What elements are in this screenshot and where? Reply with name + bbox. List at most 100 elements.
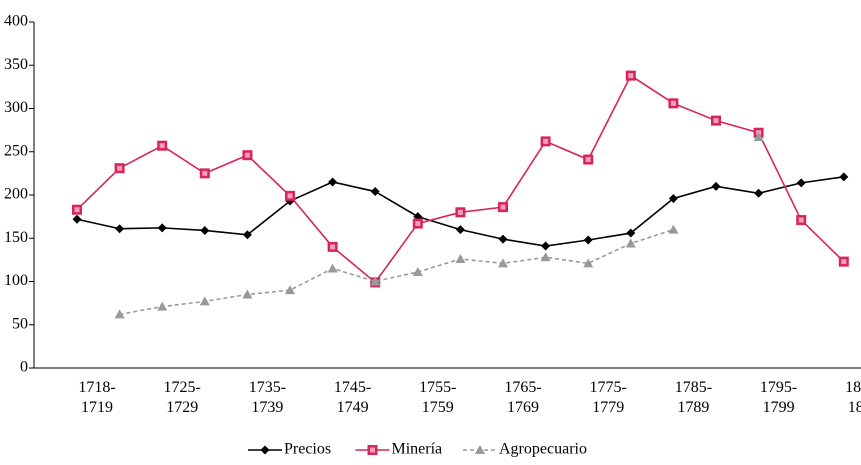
x-tick-label: 1735- 1739: [249, 379, 286, 416]
x-tick-label: 1725- 1729: [164, 379, 201, 416]
y-tick-label: 100: [4, 272, 28, 289]
x-tick-label-line: 1785-: [675, 379, 712, 396]
marker: [583, 258, 594, 268]
marker: [585, 157, 591, 163]
marker: [115, 224, 125, 234]
x-tick-label: 1775- 1779: [590, 379, 627, 416]
marker: [74, 207, 80, 213]
legend-item: Agropecuario: [463, 441, 587, 458]
marker: [415, 221, 421, 227]
marker: [370, 276, 381, 286]
y-tick-label: 350: [4, 56, 28, 73]
x-tick-label-line: 1718-: [78, 379, 115, 396]
marker: [628, 73, 634, 79]
series-line: [76, 74, 845, 284]
x-tick-label: 1755- 1759: [419, 379, 456, 416]
x-tick-label-line: 1769: [507, 399, 539, 416]
y-tick-label: 400: [4, 13, 28, 30]
marker: [370, 187, 380, 197]
y-tick-label: 150: [4, 229, 28, 246]
marker: [754, 188, 764, 198]
legend-label: Minería: [392, 441, 443, 458]
x-tick-label: 1765- 1769: [504, 379, 541, 416]
marker: [199, 296, 210, 306]
marker: [159, 143, 165, 149]
marker: [670, 100, 676, 106]
marker: [626, 228, 636, 238]
marker: [625, 238, 636, 248]
marker: [796, 178, 806, 188]
x-tick-label-line: 1779: [592, 399, 624, 416]
marker: [798, 217, 804, 223]
x-tick-label-line: 1719: [81, 399, 113, 416]
marker: [668, 224, 679, 234]
x-tick-label-line: 1809: [848, 399, 861, 416]
marker: [540, 252, 551, 262]
x-tick-label-line: 1749: [337, 399, 369, 416]
marker: [244, 152, 250, 158]
legend-label: Precios: [284, 441, 331, 458]
marker: [114, 309, 125, 319]
marker: [327, 263, 338, 273]
marker: [713, 118, 719, 124]
marker: [117, 165, 123, 171]
marker: [457, 209, 463, 215]
x-tick-label-line: 1755-: [419, 379, 456, 396]
legend-label: Agropecuario: [499, 441, 587, 458]
marker: [370, 447, 375, 453]
marker: [498, 234, 508, 244]
marker: [242, 289, 253, 299]
x-tick-label-line: 1725-: [164, 379, 201, 396]
marker: [541, 241, 551, 251]
marker: [711, 181, 721, 191]
y-tick-label: 200: [4, 186, 28, 203]
marker: [72, 214, 82, 224]
x-tick-label-line: 1745-: [334, 379, 371, 396]
marker: [498, 258, 508, 268]
x-tick-label: 1718- 1719: [78, 379, 115, 416]
marker: [157, 223, 167, 233]
marker: [200, 225, 210, 235]
marker: [260, 445, 270, 455]
marker: [287, 193, 293, 199]
marker: [841, 259, 847, 265]
marker: [330, 244, 336, 250]
x-tick-label-line: 1795-: [760, 379, 797, 396]
legend-item: Minería: [355, 441, 443, 458]
x-tick-label: 1785- 1789: [675, 379, 712, 416]
marker: [157, 301, 168, 311]
marker: [753, 132, 764, 142]
y-tick-label: 0: [20, 359, 28, 376]
marker: [285, 285, 295, 295]
x-tick-label-line: 1735-: [249, 379, 286, 396]
y-tick-label: 250: [4, 142, 28, 159]
x-tick-label: 1745- 1749: [334, 379, 371, 416]
marker: [412, 266, 423, 276]
marker: [583, 235, 593, 245]
x-tick-label-line: 1729: [166, 399, 198, 416]
marker: [668, 193, 678, 203]
marker: [543, 138, 549, 144]
x-tick-label-line: 1739: [251, 399, 283, 416]
series-line: [120, 137, 759, 314]
x-tick-label: 1795- 1799: [760, 379, 797, 416]
marker: [475, 445, 485, 454]
marker: [242, 230, 252, 240]
marker: [455, 254, 466, 264]
y-tick-label: 50: [12, 315, 28, 332]
legend-item: Precios: [248, 441, 331, 458]
marker: [839, 172, 849, 182]
x-tick-label-line: 1765-: [504, 379, 541, 396]
x-tick-label-line: 1799: [763, 399, 795, 416]
x-tick-label-line: 1805-: [845, 379, 861, 396]
x-tick-label-line: 1775-: [590, 379, 627, 396]
marker: [500, 204, 506, 210]
x-tick-label: 1805- 1809: [845, 379, 861, 416]
marker: [202, 170, 208, 176]
x-tick-label-line: 1789: [677, 399, 709, 416]
marker: [328, 177, 338, 187]
x-tick-label-line: 1759: [422, 399, 454, 416]
y-tick-label: 300: [4, 99, 28, 116]
marker: [455, 225, 465, 235]
